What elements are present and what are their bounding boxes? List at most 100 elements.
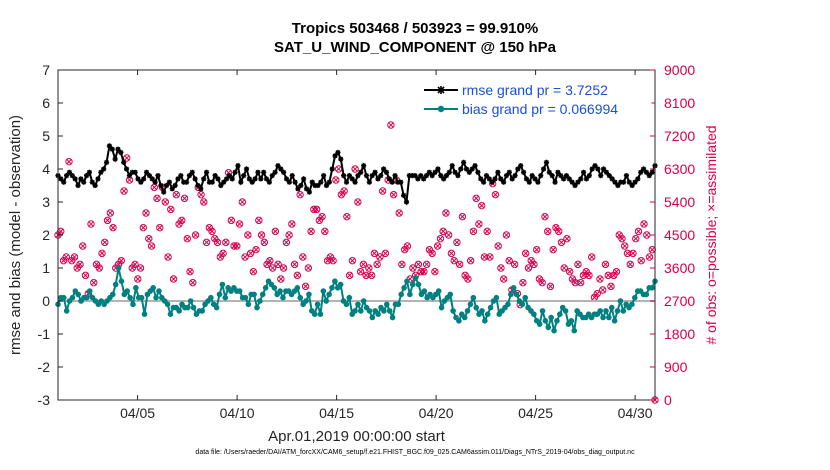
obs-assimilated-marker [638, 258, 644, 264]
obs-assimilated-marker [283, 239, 289, 245]
obs-assimilated-marker [429, 250, 435, 256]
rmse-point [572, 182, 578, 189]
obs-assimilated-marker [410, 265, 416, 271]
obs-point [257, 231, 266, 239]
obs-possible-marker [632, 234, 640, 243]
obs-possible-marker [472, 194, 480, 203]
obs-assimilated-marker [181, 195, 188, 201]
obs-possible-marker [618, 234, 626, 243]
bias-point [130, 301, 136, 308]
obs-point [566, 267, 574, 276]
rmse-point [418, 173, 424, 179]
bias-point [213, 304, 220, 311]
obs-possible-marker [321, 227, 329, 236]
obs-point [533, 245, 541, 254]
rmse-point [249, 179, 255, 185]
rmse-point [172, 182, 178, 189]
rmse-point [461, 159, 467, 165]
obs-assimilated-marker [363, 272, 369, 278]
rmse-point [501, 179, 507, 185]
obs-point [260, 238, 269, 247]
bias-point [557, 311, 563, 318]
obs-possible-marker [299, 253, 307, 261]
obs-possible-marker [455, 260, 464, 269]
obs-assimilated-marker [77, 261, 83, 267]
rmse-point [352, 179, 358, 185]
bias-point [150, 285, 156, 291]
obs-assimilated-marker [531, 261, 537, 267]
obs-possible-marker [524, 264, 533, 272]
obs-assimilated-marker [503, 232, 509, 238]
x-tick-label: 04/15 [319, 405, 354, 421]
rmse-point [498, 176, 504, 182]
y-tick-label: 2 [42, 227, 50, 243]
obs-point [345, 271, 354, 280]
obs-possible-marker [621, 242, 629, 250]
bias-point [482, 318, 488, 324]
obs-point [241, 253, 249, 261]
bias-point [332, 278, 338, 285]
obs-point [483, 227, 491, 236]
obs-point [574, 260, 582, 269]
obs-possible-marker [296, 190, 304, 199]
obs-point [387, 121, 395, 129]
y-tick-label: -3 [38, 392, 51, 408]
obs-point [120, 187, 128, 195]
rmse-point [378, 173, 384, 179]
y-right-tick-label: 4500 [664, 227, 695, 243]
rmse-point [166, 179, 173, 185]
rmse-point [346, 173, 352, 179]
obs-assimilated-marker [605, 272, 611, 278]
obs-point [544, 227, 552, 236]
obs-assimilated-marker [256, 217, 262, 223]
obs-point [464, 275, 472, 283]
obs-point [359, 260, 368, 269]
obs-point [585, 271, 593, 280]
obs-assimilated-marker [347, 272, 353, 278]
bias-point [63, 308, 70, 314]
obs-possible-marker [444, 231, 453, 239]
obs-possible-marker [257, 231, 266, 239]
bias-point [493, 294, 500, 301]
obs-point [367, 271, 376, 280]
obs-possible-marker [246, 249, 255, 258]
obs-possible-marker [356, 267, 365, 276]
obs-possible-marker [398, 260, 406, 269]
obs-assimilated-marker [377, 254, 383, 260]
obs-possible-marker [150, 183, 158, 192]
obs-assimilated-marker [206, 225, 212, 231]
bias-point [306, 291, 312, 298]
rmse-point [441, 176, 447, 182]
rmse-point [212, 173, 218, 179]
y-right-tick-label: 8100 [664, 95, 695, 111]
rmse-point [241, 173, 247, 179]
rmse-point [218, 182, 224, 189]
obs-possible-marker [81, 271, 90, 280]
rmse-point [603, 169, 610, 175]
obs-assimilated-marker [473, 195, 479, 201]
y-right-axis-label: # of obs: o=possible; ×=assimilated [703, 125, 719, 344]
obs-possible-marker [510, 260, 519, 269]
obs-assimilated-marker [281, 265, 287, 271]
obs-point [156, 223, 164, 232]
obs-point [376, 253, 384, 261]
bias-point [470, 294, 477, 301]
obs-assimilated-marker [457, 261, 463, 267]
obs-possible-marker [645, 253, 654, 261]
obs-point [450, 256, 458, 265]
bias-point [571, 327, 578, 334]
obs-assimilated-marker [80, 243, 86, 249]
obs-point [123, 154, 131, 162]
obs-point [164, 253, 172, 261]
rmse-point [401, 192, 407, 198]
obs-assimilated-marker [558, 239, 565, 245]
obs-possible-marker [222, 238, 230, 247]
obs-possible-marker [475, 220, 483, 228]
obs-assimilated-marker [523, 250, 529, 256]
rmse-point [478, 176, 484, 182]
obs-assimilated-marker [580, 272, 587, 278]
bias-point [398, 291, 405, 298]
obs-point [472, 194, 480, 203]
obs-assimilated-marker [402, 247, 408, 253]
